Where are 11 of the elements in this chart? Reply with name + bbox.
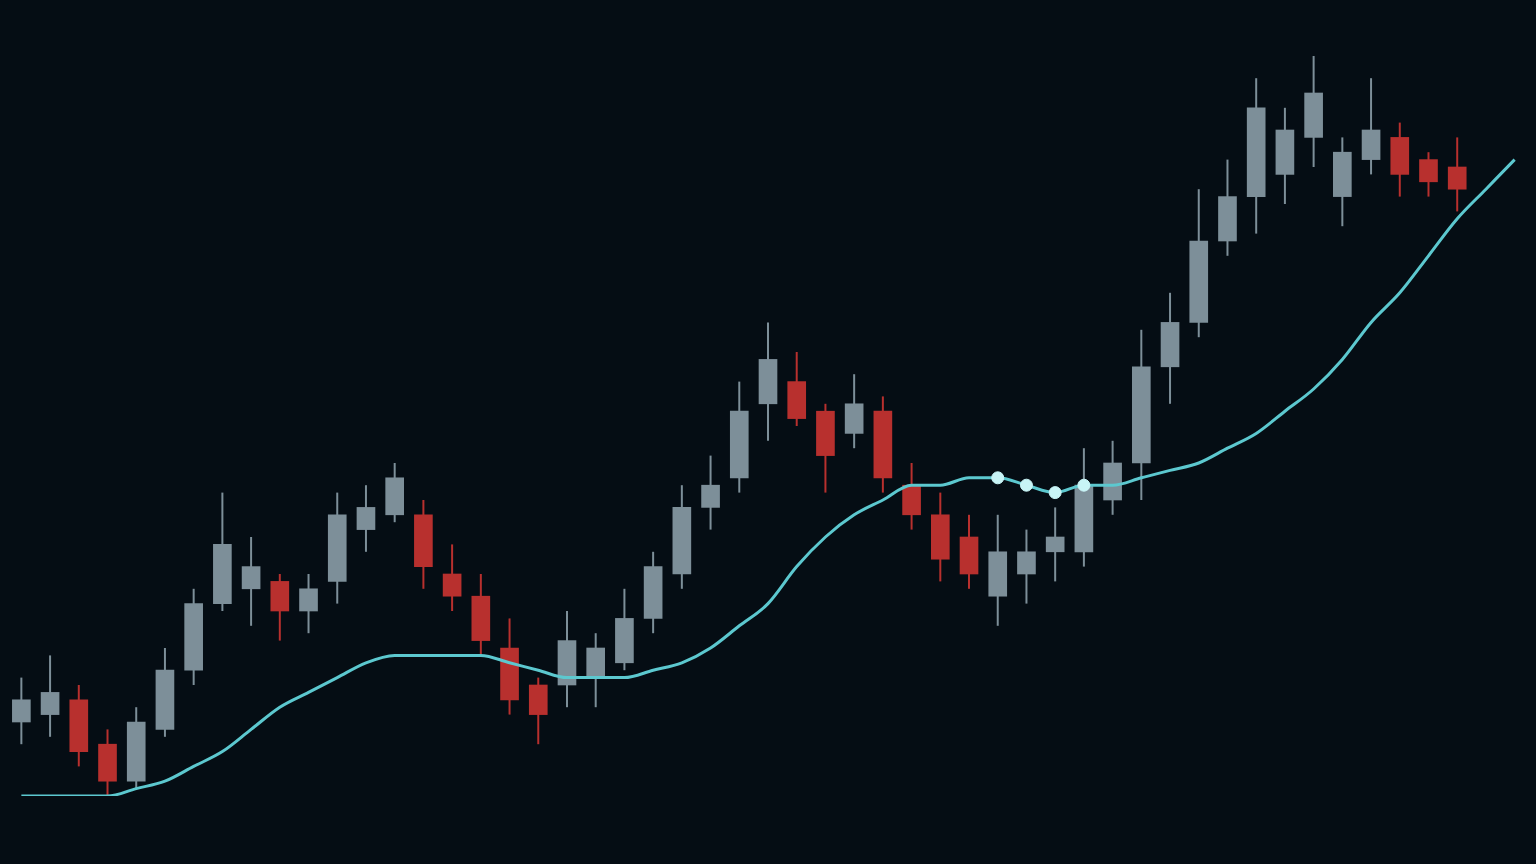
candlestick (1447, 136, 1467, 213)
candlestick (1017, 528, 1036, 605)
candlestick (1419, 151, 1438, 198)
candlestick (299, 573, 318, 635)
candlestick (12, 676, 31, 746)
candlestick (40, 654, 60, 738)
candlestick (701, 454, 720, 531)
candlestick (1045, 506, 1065, 583)
candlestick (442, 543, 462, 612)
candlestick (241, 536, 261, 627)
candlestick (356, 484, 376, 553)
